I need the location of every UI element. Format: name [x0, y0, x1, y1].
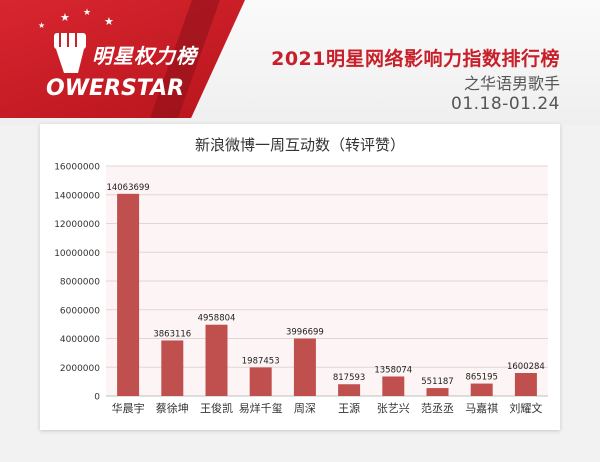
bar: [117, 193, 140, 396]
x-tick-label: 王源: [338, 401, 360, 415]
chart-title: 新浪微博一周互动数（转评赞）: [194, 136, 405, 154]
data-label: 1987453: [242, 356, 280, 366]
x-tick-label: 蔡徐坤: [156, 401, 189, 415]
data-label: 551187: [421, 377, 453, 387]
bar: [249, 367, 272, 396]
x-tick-label: 张艺兴: [377, 402, 410, 415]
bar: [338, 384, 361, 396]
page-title: 2021明星网络影响力指数排行榜: [271, 48, 560, 70]
y-tick-label: 10000000: [54, 249, 100, 259]
logo-english-text: OWERSTAR: [46, 76, 185, 101]
bar: [205, 324, 228, 396]
data-label: 3863116: [153, 329, 191, 339]
data-label: 865195: [465, 373, 497, 383]
bar: [470, 383, 493, 396]
y-tick-label: 12000000: [54, 220, 100, 230]
chart-panel: 新浪微博一周互动数（转评赞） 0 2000000 4000000 6000000 800…: [40, 124, 560, 430]
y-tick-label: 14000000: [54, 191, 100, 201]
x-tick-label: 周深: [294, 402, 316, 415]
data-label: 1358074: [374, 365, 412, 375]
star-icon: ★: [60, 11, 70, 24]
star-icon: ★: [83, 8, 92, 18]
bar: [161, 340, 184, 396]
data-label: 4958804: [198, 314, 236, 324]
header-banner: ★ ★ ★ ★ 明星权力榜 OWERSTAR 2021明星网络影响力指数排行榜 …: [0, 0, 600, 125]
page-subtitle: 之华语男歌手: [463, 74, 560, 93]
y-tick-label: 4000000: [60, 335, 100, 345]
logo-chinese-text: 明星权力榜: [92, 44, 197, 68]
x-tick-label: 王俊凯: [200, 401, 233, 415]
star-icon: ★: [38, 21, 46, 30]
y-tick-label: 16000000: [54, 163, 100, 173]
x-tick-label: 华晨宇: [112, 401, 145, 415]
y-tick-label: 2000000: [60, 364, 100, 374]
data-label: 14063699: [106, 183, 149, 193]
bar: [426, 388, 449, 396]
bar: [382, 376, 405, 396]
y-tick-label: 8000000: [60, 278, 100, 288]
x-tick-label: 范丞丞: [421, 401, 454, 415]
y-tick-label: 0: [94, 393, 100, 403]
data-label: 1600284: [507, 362, 545, 372]
data-label: 3996699: [286, 328, 324, 338]
star-icon: ★: [104, 15, 114, 28]
x-tick-label: 易烊千玺: [239, 401, 283, 415]
data-label: 817593: [333, 373, 365, 383]
y-tick-label: 6000000: [60, 306, 100, 316]
fist-logo-icon: [54, 33, 86, 73]
date-range: 01.18-01.24: [451, 94, 560, 114]
bar: [293, 338, 316, 396]
x-tick-label: 刘耀文: [509, 401, 542, 415]
x-tick-label: 马嘉祺: [465, 401, 498, 415]
bar-chart: 0 2000000 4000000 6000000 8000000 10000000 120…: [54, 163, 548, 415]
bar: [514, 372, 537, 396]
